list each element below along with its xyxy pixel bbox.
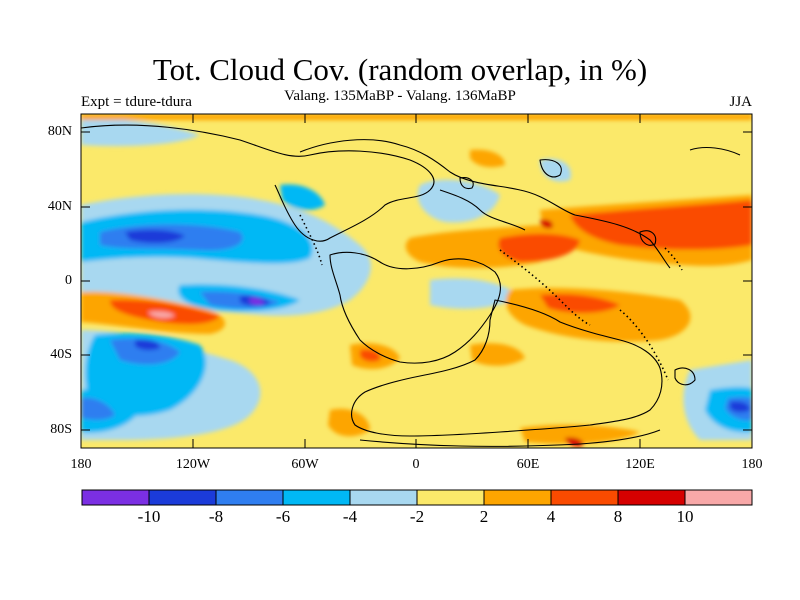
island-east xyxy=(639,230,657,246)
x-tick-label-0: 0 xyxy=(412,457,420,472)
gondwana-west-coast xyxy=(329,251,501,364)
colorbar-swatch xyxy=(148,489,217,506)
colorbar xyxy=(81,489,753,506)
y-tick-label-0: 0 xyxy=(65,273,72,288)
purple-region-equatorial xyxy=(250,297,264,306)
red-orange-region-south-tethys xyxy=(540,294,620,313)
colorbar-label: -2 xyxy=(409,507,425,526)
colorbar-swatch xyxy=(282,489,351,506)
x-tick-label-180w: 180 xyxy=(70,457,92,472)
colorbar-label: 2 xyxy=(479,507,489,526)
colorbar-swatch xyxy=(416,489,485,506)
red-orange-region-east-panthalassa xyxy=(690,217,740,237)
blue-region-south-pacific xyxy=(110,338,180,365)
northeast-coast xyxy=(689,146,741,156)
y-tick-label-40s: 40S xyxy=(50,347,72,362)
island-southeast xyxy=(674,367,696,386)
orange-region-south-polar-east xyxy=(520,424,640,444)
shelf-lines xyxy=(299,214,683,381)
europe-coast xyxy=(439,189,526,231)
season-label: JJA xyxy=(729,94,752,110)
colorbar-label: 10 xyxy=(676,507,694,526)
chart-title: Tot. Cloud Cov. (random overlap, in %) xyxy=(152,52,648,87)
y-tick-label-80n: 80N xyxy=(47,124,72,139)
coastlines xyxy=(81,124,741,447)
x-tick-label-120w: 120W xyxy=(175,457,211,472)
red-orange-region-tethys xyxy=(498,233,580,262)
light-blue-region-north-asia xyxy=(540,158,571,182)
colorbar-swatch xyxy=(81,489,150,506)
colorbar-swatch xyxy=(617,489,686,506)
colorbar-label: -4 xyxy=(342,507,358,526)
x-tick-label-120e: 120E xyxy=(625,457,655,472)
y-tick-label-40n: 40N xyxy=(47,199,72,214)
shelf-line-west xyxy=(299,214,323,266)
x-tick-label-60e: 60E xyxy=(516,457,540,472)
shelf-line-northeast xyxy=(664,247,683,271)
colorbar-label: -8 xyxy=(208,507,224,526)
gondwana-east-coast xyxy=(351,299,663,437)
cyan-region-northwest-atlantic xyxy=(280,184,325,211)
y-tick-label-80s: 80S xyxy=(50,422,72,437)
orange-region-south-polar-west xyxy=(328,408,370,437)
light-blue-region-europe xyxy=(417,179,500,223)
x-tick-label-60w: 60W xyxy=(291,457,319,472)
colorbar-label: 4 xyxy=(546,507,556,526)
colorbar-label: -6 xyxy=(275,507,291,526)
red-orange-region-south-atlantic xyxy=(360,349,381,362)
blue-region-southwest xyxy=(81,397,115,420)
dark-red-region-tethys xyxy=(540,219,553,229)
y-ticks xyxy=(81,131,752,431)
laurasia-coast xyxy=(299,139,671,269)
island-europe xyxy=(459,177,474,190)
colorbar-swatch xyxy=(550,489,619,506)
orange-region-north-asia xyxy=(470,149,505,168)
colorbar-swatch xyxy=(215,489,284,506)
dark-blue-region-north-pacific xyxy=(125,229,185,244)
contour-field xyxy=(81,114,752,448)
colorbar-label: -10 xyxy=(137,507,161,526)
chart-subtitle: Valang. 135MaBP - Valang. 136MaBP xyxy=(284,88,516,104)
colorbar-label: 8 xyxy=(613,507,623,526)
colorbar-swatch xyxy=(349,489,418,506)
experiment-label: Expt = tdure-tdura xyxy=(81,94,192,110)
colorbar-swatch xyxy=(684,489,753,506)
x-tick-label-180e: 180 xyxy=(741,457,763,472)
x-ticks xyxy=(80,114,753,448)
pink-region-south-equatorial-pacific xyxy=(148,311,175,319)
dark-blue-region-south-pacific xyxy=(135,339,160,351)
island-north-asia xyxy=(539,159,562,178)
red-orange-region-north-panthalassa xyxy=(570,200,752,250)
shelf-line-east xyxy=(619,309,669,381)
colorbar-swatch xyxy=(483,489,552,506)
antarctica-coast xyxy=(359,429,661,447)
dark-blue-region-southeast xyxy=(730,401,750,413)
